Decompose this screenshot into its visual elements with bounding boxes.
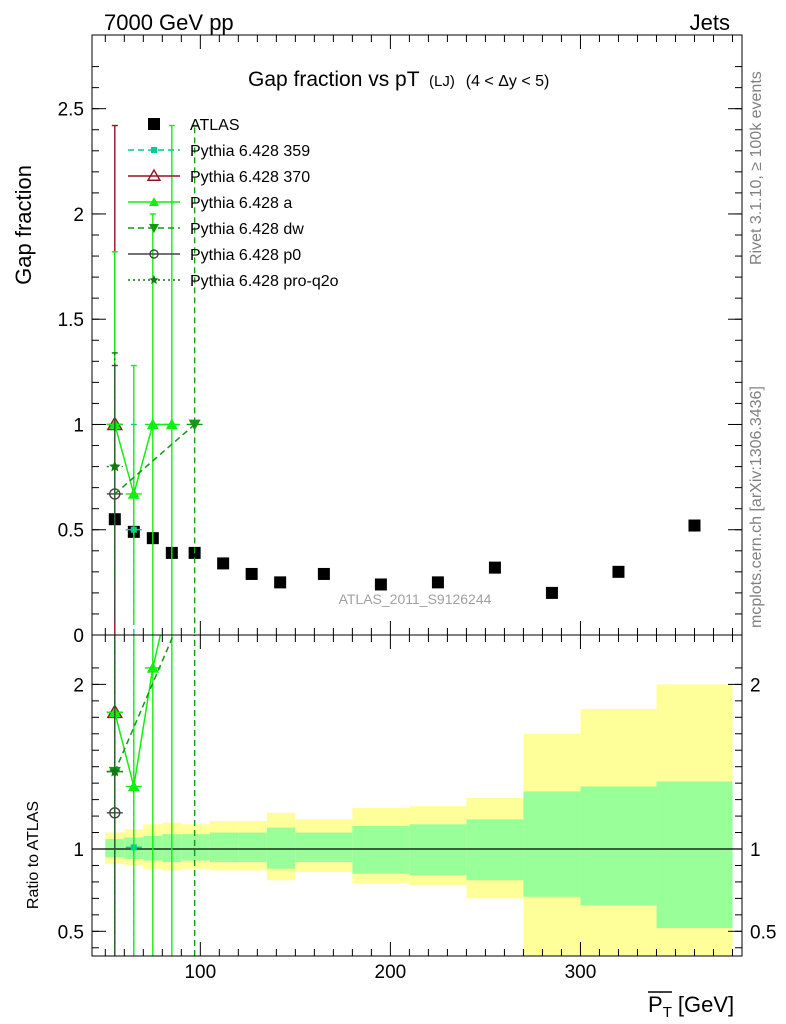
ratio-point — [109, 807, 121, 819]
legend-marker — [149, 197, 159, 206]
atlas-point — [274, 576, 287, 589]
ratio-y-axis-label: Ratio to ATLAS — [25, 801, 42, 909]
x-tick-label: 300 — [565, 962, 597, 983]
series-point — [165, 418, 178, 430]
stat-uncertainty-band — [209, 832, 239, 863]
legend-marker — [149, 224, 159, 233]
ratio-marks — [106, 635, 196, 956]
watermark: ATLAS_2011_S9126244 — [339, 591, 492, 607]
main-y-tick-label: 2.5 — [58, 100, 84, 121]
legend-marker — [146, 168, 162, 181]
ratio-point — [127, 780, 140, 792]
atlas-point — [317, 567, 330, 580]
legend-label: Pythia 6.428 370 — [190, 169, 310, 186]
side-label-mcplots: mcplots.cern.ch [arXiv:1306.3436] — [748, 386, 765, 628]
main-y-tick-label: 0 — [73, 626, 84, 647]
legend-marker — [149, 249, 159, 259]
legend-marker — [151, 147, 157, 153]
header-left: 7000 GeV pp — [104, 10, 234, 35]
stat-uncertainty-band — [580, 786, 657, 905]
side-label-rivet: Rivet 3.1.10, ≥ 100k events — [748, 71, 765, 265]
legend-label: ATLAS — [190, 117, 240, 134]
stat-uncertainty-band — [466, 819, 524, 881]
stat-uncertainty-band — [352, 825, 410, 874]
svg-text:Gap fraction vs pT (LJ: Gap fraction vs pT (LJ) (4 < Δy < 5) — [248, 68, 549, 91]
ratio-point — [146, 661, 159, 673]
ratio-bands — [92, 684, 742, 956]
stat-uncertainty-band — [238, 832, 267, 863]
ratio-line — [114, 635, 162, 787]
main-title-text: Gap fraction vs pT — [248, 68, 420, 91]
svg-text:PT[GeV]: PT [GeV] — [648, 992, 734, 1021]
dw-line — [114, 423, 196, 495]
legend: ATLAS Pythia 6.428 359 Pythia 6.428 370 Pyt… — [128, 117, 339, 290]
stat-uncertainty-band — [266, 827, 296, 869]
series-point — [146, 418, 159, 430]
main-y-axis: 0 0.5 1 1.5 2 2.5 — [58, 66, 742, 647]
ratio-panel: 0.5 0.5 1 1 2 2 100 200 300 Ratio to ATLAS PT [G… — [25, 35, 776, 1021]
legend-marker — [149, 275, 159, 284]
ratio-line — [114, 635, 175, 772]
main-y-tick-label: 1.5 — [58, 310, 84, 331]
main-y-tick-label: 1 — [73, 415, 84, 436]
stat-uncertainty-band — [181, 834, 210, 861]
series-point — [127, 487, 140, 499]
atlas-point — [431, 576, 444, 589]
x-tick-label: 200 — [375, 962, 407, 983]
atlas-point — [217, 557, 230, 570]
atlas-point — [688, 519, 701, 532]
stat-uncertainty-band — [523, 791, 581, 897]
legend-label: Pythia 6.428 pro-q2o — [190, 273, 339, 290]
legend-label: Pythia 6.428 p0 — [190, 247, 301, 264]
atlas-point — [612, 565, 625, 578]
ratio-frame — [91, 634, 743, 957]
header-right: Jets — [690, 10, 730, 35]
atlas-point — [374, 578, 387, 591]
main-y-tick-label: 0.5 — [58, 521, 84, 542]
ratio-y-tick-label-right: 2 — [750, 675, 761, 696]
series-point — [109, 460, 121, 472]
atlas-point — [245, 567, 258, 580]
main-y-axis-label: Gap fraction — [11, 165, 36, 285]
main-title-sub: (LJ) — [429, 73, 455, 90]
x-tick-label: 100 — [184, 962, 216, 983]
stat-uncertainty-band — [409, 824, 467, 876]
ratio-y-axis: 0.5 0.5 1 1 2 2 — [58, 667, 776, 949]
ratio-y-tick-label: 0.5 — [58, 922, 84, 943]
x-axis-label: PT [GeV] — [648, 991, 734, 1021]
ratio-point — [109, 765, 121, 777]
legend-marker — [148, 118, 160, 130]
stat-uncertainty-band — [656, 781, 733, 929]
main-panel: 0 0.5 1 1.5 2 2.5 Gap fraction Gap fraction v… — [11, 34, 743, 647]
ratio-y-tick-label: 2 — [73, 675, 84, 696]
main-title: Gap fraction vs pT (LJ) (4 < Δy < 5) — [248, 68, 549, 91]
x-axis: 100 200 300 — [104, 35, 733, 983]
series-line — [114, 423, 172, 497]
atlas-point — [488, 561, 501, 574]
ratio-y-tick-label: 1 — [73, 840, 84, 861]
legend-label: Pythia 6.428 dw — [190, 221, 304, 238]
main-marks — [106, 124, 701, 635]
ratio-y-tick-label-right: 1 — [750, 840, 761, 861]
stat-uncertainty-band — [295, 832, 353, 863]
ratio-y-tick-label-right: 0.5 — [750, 922, 776, 943]
legend-label: Pythia 6.428 a — [190, 195, 292, 212]
main-title-cond: (4 < Δy < 5) — [466, 73, 550, 90]
atlas-point — [545, 586, 558, 599]
legend-label: Pythia 6.428 359 — [190, 143, 310, 160]
main-y-tick-label: 2 — [73, 205, 84, 226]
